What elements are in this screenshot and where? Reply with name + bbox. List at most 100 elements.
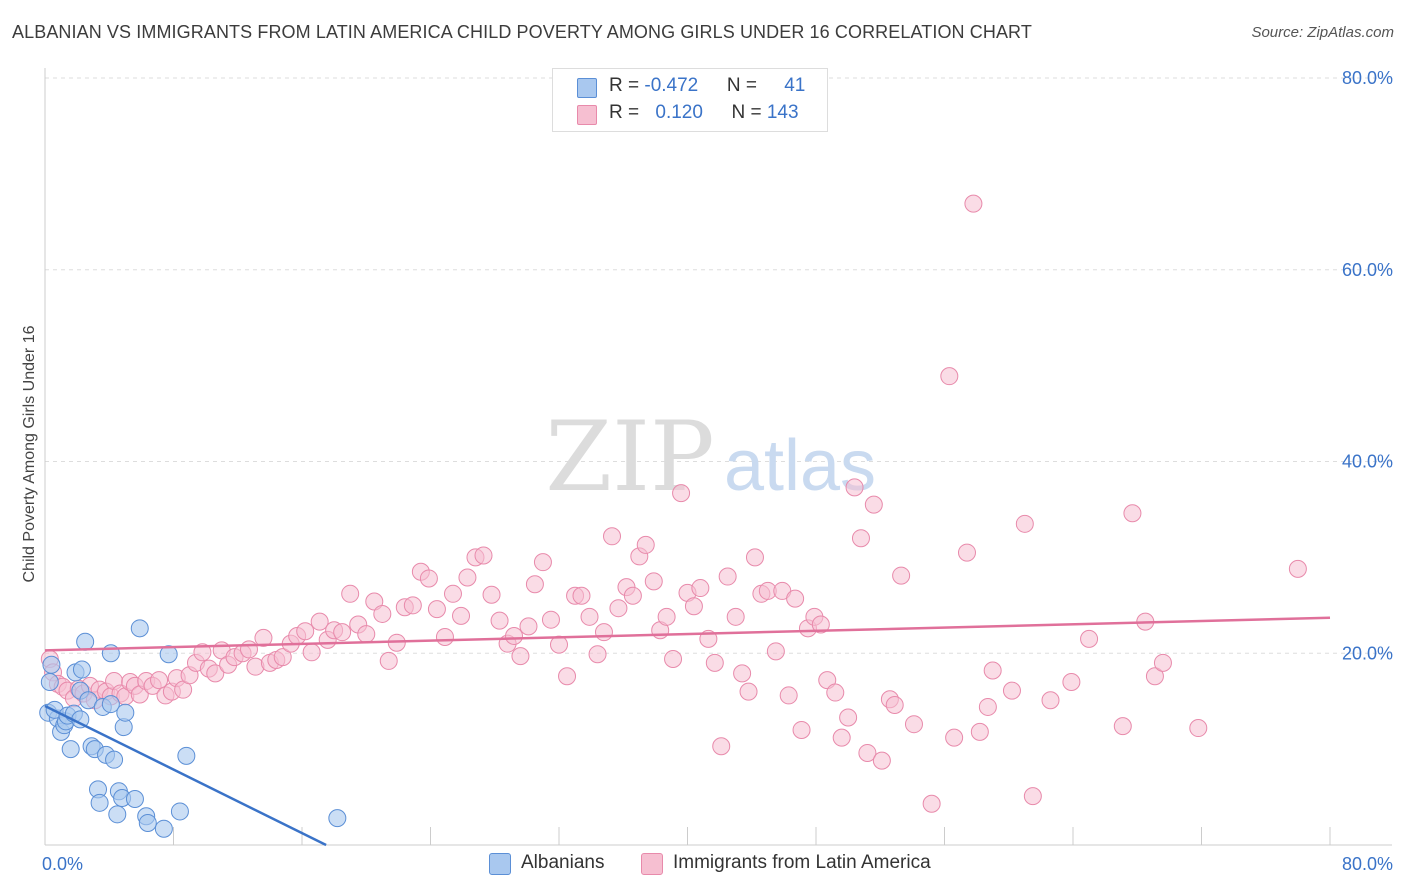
data-point-latam (940, 367, 959, 386)
data-point-latam (273, 648, 292, 667)
data-point-albanian (159, 645, 178, 664)
data-point-latam (505, 626, 524, 645)
data-point-latam (839, 708, 858, 727)
y-tick-label: 40.0% (1342, 452, 1393, 472)
data-point-latam (811, 615, 830, 634)
legend-n-value: 143 (766, 102, 799, 123)
data-point-latam (427, 600, 446, 619)
data-point-albanian (40, 673, 59, 692)
data-point-latam (1015, 514, 1034, 533)
data-point-latam (1189, 719, 1208, 738)
data-point-latam (541, 610, 560, 629)
tick-labels: 20.0% 40.0% 60.0% 80.0% 0.0% 80.0% (42, 68, 1393, 874)
data-point-latam (1288, 559, 1307, 578)
source-label: Source: ZipAtlas.com (1251, 24, 1394, 41)
data-point-latam (525, 575, 544, 594)
data-point-albanian (125, 789, 144, 808)
gridlines (45, 77, 1392, 654)
legend-n-label: N = (726, 75, 763, 96)
data-point-albanian (108, 805, 127, 824)
data-point-latam (792, 720, 811, 739)
data-point-latam (1023, 787, 1042, 806)
data-point-latam (533, 553, 552, 572)
data-point-latam (644, 572, 663, 591)
data-point-latam (333, 623, 352, 642)
data-point-latam (435, 627, 454, 646)
data-point-latam (1123, 504, 1142, 523)
data-point-latam (296, 622, 315, 641)
data-point-latam (739, 682, 758, 701)
legend-r-label: R = (609, 75, 645, 96)
data-point-latam (310, 612, 329, 631)
x-tick-label: 80.0% (1342, 854, 1393, 874)
data-point-latam (672, 484, 691, 503)
legend-label: Immigrants from Latin America (673, 852, 931, 873)
legend-swatch (489, 853, 511, 875)
data-point-albanian (42, 655, 61, 674)
data-point-albanian (76, 632, 95, 651)
data-point-latam (718, 567, 737, 586)
data-point-latam (1145, 667, 1164, 686)
data-point-latam (964, 194, 983, 213)
data-point-latam (443, 584, 462, 603)
data-point-latam (892, 566, 911, 585)
data-point-latam (302, 643, 321, 662)
legend-swatch (641, 853, 663, 875)
data-point-latam (872, 751, 891, 770)
data-point-latam (1041, 691, 1060, 710)
data-point-albanian (177, 746, 196, 765)
data-point-latam (373, 604, 392, 623)
data-point-albanian (105, 750, 124, 769)
data-point-latam (609, 599, 628, 618)
data-point-latam (580, 607, 599, 626)
data-point-albanian (328, 809, 347, 828)
data-point-latam (664, 650, 683, 669)
data-point-latam (239, 640, 258, 659)
data-point-latam (1002, 681, 1021, 700)
data-point-albanian (116, 703, 135, 722)
data-point-latam (150, 671, 169, 690)
data-point-albanian (170, 802, 189, 821)
legend-n-label: N = (731, 102, 767, 123)
y-tick-label: 60.0% (1342, 260, 1393, 280)
data-point-latam (745, 548, 764, 567)
data-point-latam (978, 697, 997, 716)
data-point-latam (786, 589, 805, 608)
data-point-latam (458, 568, 477, 587)
data-point-latam (904, 715, 923, 734)
data-point-albanian (61, 740, 80, 759)
data-point-latam (519, 617, 538, 636)
data-point-latam (419, 569, 438, 588)
legend-n-value: 41 (784, 75, 806, 96)
data-point-latam (922, 794, 941, 813)
data-point-albanian (130, 619, 149, 638)
data-point-latam (490, 611, 509, 630)
albanian-points (39, 619, 347, 838)
data-point-latam (885, 696, 904, 715)
data-point-latam (766, 642, 785, 661)
data-point-latam (636, 535, 655, 554)
legend-r-value: -0.472 (644, 75, 699, 96)
data-point-latam (1062, 673, 1081, 692)
y-axis-label: Child Poverty Among Girls Under 16 (21, 325, 38, 583)
data-point-latam (1113, 717, 1132, 736)
data-point-latam (970, 722, 989, 741)
data-point-latam (705, 653, 724, 672)
data-point-latam (845, 478, 864, 497)
data-point-latam (712, 737, 731, 756)
data-point-latam (341, 584, 360, 603)
data-point-latam (588, 645, 607, 664)
watermark: ZIP atlas (545, 401, 876, 513)
data-point-latam (864, 495, 883, 514)
data-point-albanian (101, 644, 120, 663)
data-point-latam (779, 686, 798, 705)
legend-r-value: 0.120 (655, 102, 703, 123)
data-point-latam (1153, 653, 1172, 672)
data-point-latam (452, 606, 471, 625)
data-point-latam (357, 625, 376, 644)
data-point-albanian (154, 819, 173, 838)
data-point-latam (603, 527, 622, 546)
data-point-latam (832, 728, 851, 747)
data-point-latam (193, 643, 212, 662)
data-point-latam (572, 586, 591, 605)
